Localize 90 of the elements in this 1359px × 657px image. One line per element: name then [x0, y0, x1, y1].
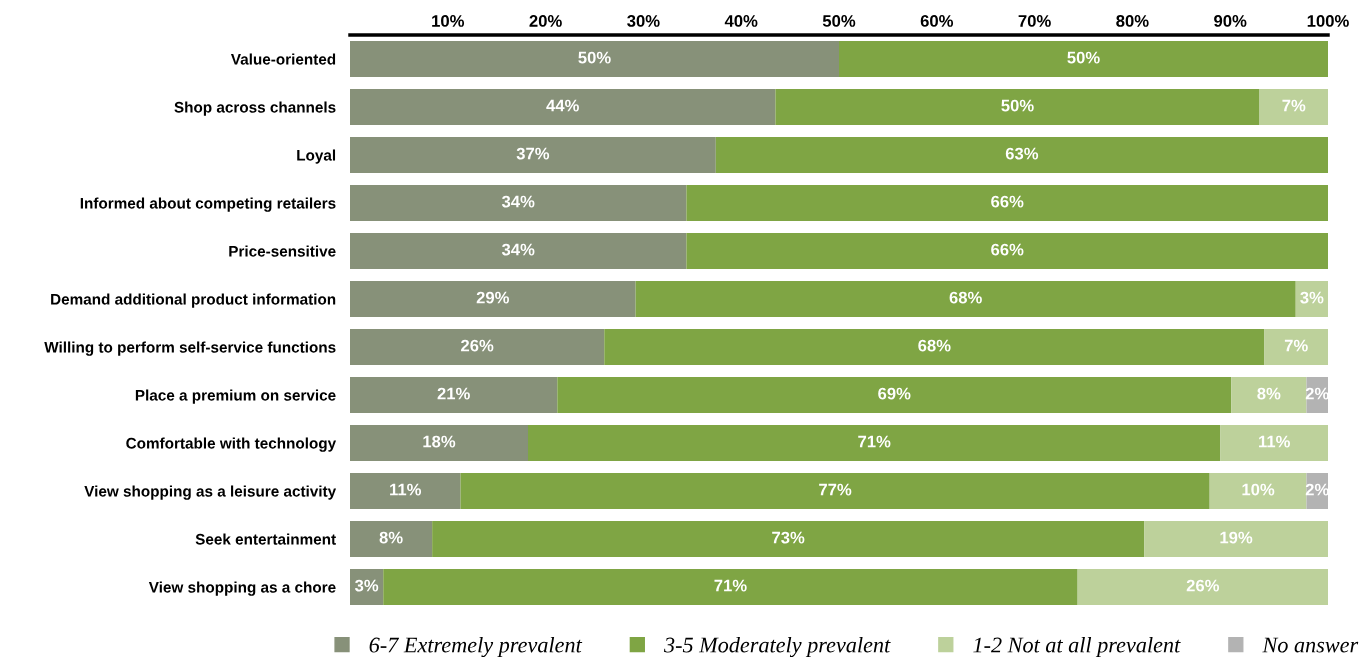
- legend-label: No answer: [1262, 637, 1359, 653]
- y-tick-label: View shopping as a chore: [148, 581, 336, 596]
- bar: [350, 41, 839, 77]
- bar: [350, 233, 687, 269]
- data-label: 11%: [390, 483, 422, 496]
- x-tick-label: 80%: [1116, 15, 1149, 27]
- data-label: 71%: [858, 435, 891, 448]
- bar: [350, 377, 558, 413]
- x-tick-label: 60%: [920, 15, 954, 27]
- bar: [383, 569, 1078, 605]
- data-label: 63%: [1005, 147, 1039, 160]
- bar: [604, 329, 1265, 365]
- bar: [1144, 521, 1328, 557]
- legend-label: 1-2 Not at all prevalent: [973, 636, 1181, 657]
- bar: [350, 281, 636, 317]
- data-label: 7%: [1284, 339, 1308, 352]
- x-tick-label: 40%: [724, 15, 758, 27]
- data-label: 37%: [516, 147, 550, 160]
- x-tick-label: 50%: [822, 15, 856, 27]
- y-tick-label: Price-sensitive: [229, 245, 336, 257]
- bar: [432, 521, 1145, 557]
- y-tick-label: Shop across channels: [174, 101, 336, 116]
- bar: [350, 425, 528, 461]
- data-label: 66%: [991, 243, 1024, 256]
- data-label: 68%: [949, 291, 982, 304]
- data-label: 73%: [772, 531, 805, 544]
- x-tick-label: 100%: [1307, 15, 1349, 27]
- bar: [1231, 377, 1307, 413]
- x-tick-label: 70%: [1018, 15, 1051, 27]
- y-tick-label: Comfortable with technology: [126, 437, 337, 452]
- y-tick-label: Loyal: [297, 149, 336, 164]
- data-label: 3%: [1300, 291, 1324, 304]
- bar: [839, 41, 1328, 77]
- data-label: 2%: [1305, 483, 1329, 496]
- data-label: 11%: [1259, 435, 1290, 448]
- bar: [775, 89, 1260, 125]
- bar: [350, 185, 687, 221]
- data-label: 8%: [379, 531, 403, 544]
- bar: [686, 185, 1328, 221]
- data-label: 7%: [1282, 99, 1306, 112]
- bar: [528, 425, 1221, 461]
- bar: [557, 377, 1232, 413]
- bar: [1220, 425, 1328, 461]
- x-tick-label: 30%: [627, 15, 660, 27]
- data-label: 34%: [501, 195, 535, 208]
- data-label: 34%: [501, 243, 535, 256]
- data-label: 26%: [461, 339, 494, 352]
- data-label: 69%: [878, 387, 911, 400]
- bar: [1259, 89, 1328, 125]
- legend-label: 6-7 Extremely prevalent: [369, 636, 583, 657]
- data-label: 26%: [1186, 579, 1220, 592]
- bar: [715, 137, 1328, 173]
- bar: [350, 329, 605, 365]
- data-label: 2%: [1305, 387, 1329, 400]
- bar: [350, 473, 461, 509]
- data-label: 44%: [546, 99, 579, 112]
- data-label: 71%: [714, 579, 747, 592]
- bar: [1264, 329, 1328, 365]
- x-tick-label: 90%: [1214, 15, 1247, 27]
- data-label: 10%: [1242, 483, 1275, 496]
- y-tick-label: Place a premium on service: [135, 389, 336, 404]
- bar: [635, 281, 1296, 317]
- bar: [1209, 473, 1307, 509]
- y-tick-label: Value-oriented: [230, 53, 336, 65]
- data-label: 3%: [354, 579, 379, 592]
- data-label: 21%: [437, 387, 470, 400]
- legend-label: 3-5 Moderately prevalent: [663, 636, 891, 657]
- data-label: 66%: [991, 195, 1024, 208]
- data-label: 8%: [1257, 387, 1281, 400]
- y-tick-label: Seek entertainment: [195, 533, 336, 545]
- data-label: 77%: [819, 483, 852, 496]
- y-tick-label: Informed about competing retailers: [80, 197, 336, 212]
- data-label: 68%: [918, 339, 951, 352]
- bar: [350, 521, 433, 557]
- bar: [1077, 569, 1328, 605]
- data-label: 19%: [1220, 531, 1253, 544]
- data-label: 50%: [1001, 99, 1034, 112]
- bar: [686, 233, 1328, 269]
- data-label: 29%: [476, 291, 510, 304]
- y-tick-label: Demand additional product information: [51, 293, 336, 308]
- x-tick-label: 10%: [432, 15, 465, 27]
- data-label: 18%: [423, 435, 456, 448]
- bar: [350, 137, 716, 173]
- bar: [350, 89, 776, 125]
- y-tick-label: View shopping as a leisure activity: [84, 485, 337, 500]
- x-tick-label: 20%: [529, 15, 562, 27]
- bar: [460, 473, 1210, 509]
- data-label: 50%: [578, 51, 611, 64]
- data-label: 50%: [1067, 51, 1100, 64]
- y-tick-label: Willing to perform self-service functions: [44, 341, 336, 356]
